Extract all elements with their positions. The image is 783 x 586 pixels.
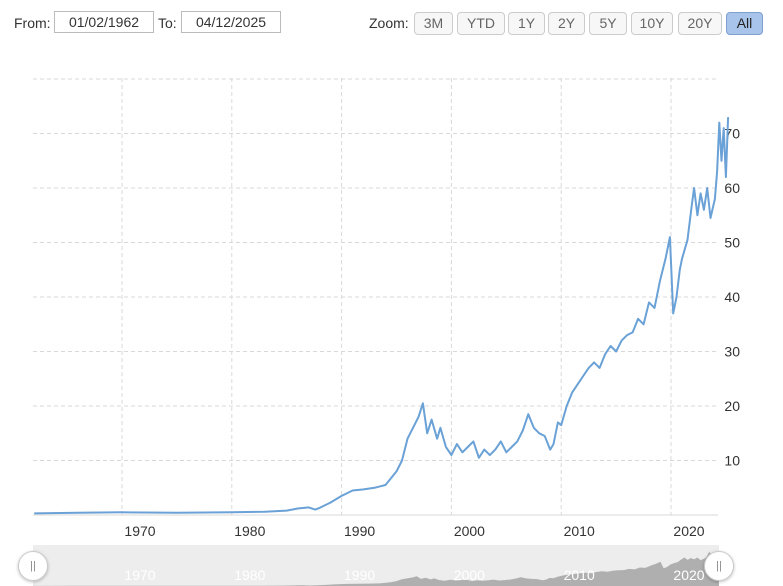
x-tick-label: 2010	[564, 523, 595, 539]
navigator-tick-label: 1990	[344, 567, 375, 583]
y-tick-label: 20	[724, 398, 740, 414]
y-tick-label: 10	[724, 453, 740, 469]
y-tick-label: 60	[724, 180, 740, 196]
y-tick-label: 40	[724, 289, 740, 305]
from-date-input[interactable]: 01/02/1962	[54, 11, 154, 33]
x-tick-label: 1980	[234, 523, 265, 539]
navigator-tick-label: 2000	[454, 567, 485, 583]
navigator-tick-label: 2020	[673, 567, 704, 583]
navigator-tick-label: 1980	[234, 567, 265, 583]
x-tick-label: 2000	[454, 523, 485, 539]
navigator-left-handle[interactable]: ||	[18, 551, 48, 581]
zoom-label: Zoom:	[369, 15, 409, 31]
series-line	[34, 117, 730, 515]
zoom-button-1y[interactable]: 1Y	[508, 12, 545, 35]
to-label: To:	[158, 15, 177, 31]
zoom-button-2y[interactable]: 2Y	[548, 12, 585, 35]
x-tick-label: 1990	[344, 523, 375, 539]
from-label: From:	[14, 15, 51, 31]
chart-grid	[33, 78, 718, 516]
navigator-tick-label: 1970	[124, 567, 155, 583]
navigator-area	[33, 551, 719, 586]
navigator-tick-label: 2010	[564, 567, 595, 583]
zoom-button-20y[interactable]: 20Y	[678, 12, 722, 35]
navigator-right-handle[interactable]: ||	[704, 551, 734, 581]
toolbar: From: 01/02/1962 To: 04/12/2025 Zoom: 3M…	[0, 0, 783, 44]
zoom-button-10y[interactable]: 10Y	[631, 12, 673, 35]
range-navigator[interactable]: 1970 1980 1990 2000 2010 2020 || ||	[18, 545, 734, 586]
x-tick-label: 2020	[673, 523, 704, 539]
x-tick-label: 1970	[124, 523, 155, 539]
to-date-input[interactable]: 04/12/2025	[181, 11, 281, 33]
navigator-ticks: 1970 1980 1990 2000 2010 2020	[124, 567, 704, 583]
zoom-button-all[interactable]: All	[726, 12, 763, 35]
y-tick-label: 30	[724, 344, 740, 360]
zoom-button-3m[interactable]: 3M	[414, 12, 453, 35]
y-tick-label: 50	[724, 235, 740, 251]
zoom-button-ytd[interactable]: YTD	[457, 12, 505, 35]
zoom-button-5y[interactable]: 5Y	[589, 12, 627, 35]
